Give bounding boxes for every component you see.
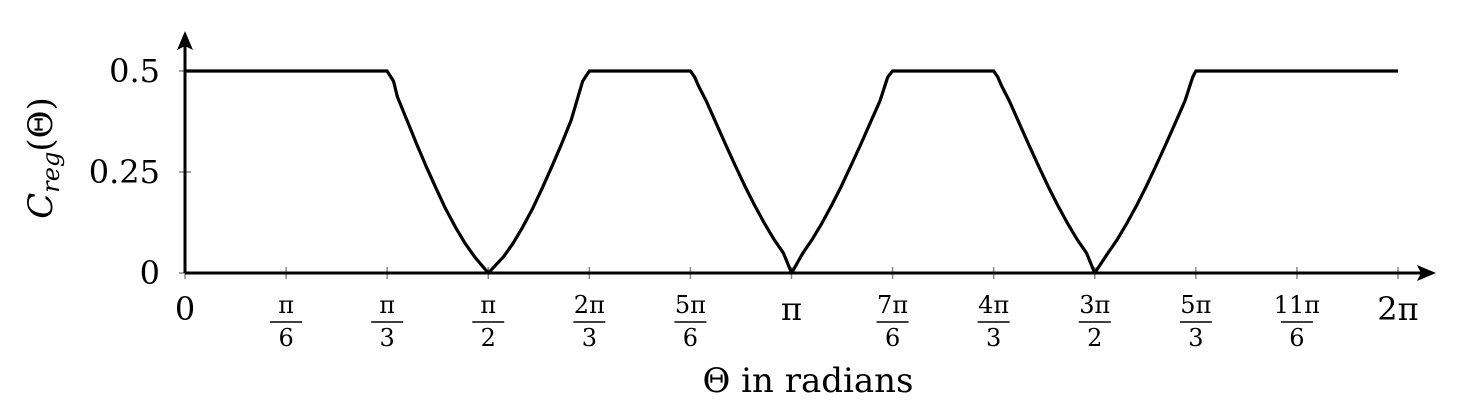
y-tick-label: 0.25 (89, 153, 160, 191)
x-tick-numerator: 5π (675, 291, 706, 319)
x-tick-label: 2π (1377, 290, 1418, 328)
x-axis-arrow-icon (1417, 265, 1436, 281)
x-tick-denominator: 6 (885, 324, 900, 352)
x-tick-label: 4π3 (977, 291, 1010, 352)
y-axis-title-sub: reg (37, 152, 65, 193)
x-tick-denominator: 6 (278, 324, 293, 352)
x-tick-label: 5π3 (1179, 291, 1212, 352)
x-tick-denominator: 6 (1289, 324, 1304, 352)
y-axis-title: Creg(Θ) (21, 97, 65, 218)
x-tick-denominator: 3 (380, 324, 395, 352)
x-tick-numerator: 4π (978, 291, 1009, 319)
ticks-layer (179, 70, 1399, 279)
x-tick-numerator: 11π (1274, 291, 1320, 319)
y-tick-label: 0 (140, 254, 160, 292)
x-tick-label: π6 (270, 291, 303, 352)
x-axis-title: Θ in radians (702, 361, 913, 400)
x-tick-numerator: 7π (877, 291, 908, 319)
x-tick-numerator: 3π (1079, 291, 1110, 319)
x-tick-denominator: 3 (582, 324, 597, 352)
x-tick-numerator: π (480, 291, 496, 319)
x-tick-denominator: 6 (683, 324, 698, 352)
x-tick-label: π3 (371, 291, 404, 352)
x-tick-numerator: π (379, 291, 395, 319)
x-tick-label: 2π3 (573, 291, 606, 352)
x-tick-numerator: 2π (574, 291, 605, 319)
x-tick-denominator: 2 (1087, 324, 1102, 352)
y-tick-label: 0.5 (109, 52, 160, 90)
x-tick-label: π2 (472, 291, 505, 352)
y-axis-title-arg: (Θ) (21, 97, 61, 151)
y-axis-title-main: C (21, 193, 61, 219)
x-tick-label: 0 (175, 290, 195, 328)
x-tick-label: 7π6 (876, 291, 909, 352)
x-tick-denominator: 2 (481, 324, 496, 352)
x-tick-label: 3π2 (1078, 291, 1111, 352)
series-line (185, 69, 1398, 275)
x-tick-label: π (781, 290, 802, 328)
x-tick-numerator: π (278, 291, 294, 319)
x-tick-denominator: 3 (1188, 324, 1203, 352)
x-tick-denominator: 3 (986, 324, 1001, 352)
x-tick-label: 5π6 (674, 291, 707, 352)
y-axis-arrow-icon (177, 31, 193, 50)
x-tick-numerator: 5π (1180, 291, 1211, 319)
